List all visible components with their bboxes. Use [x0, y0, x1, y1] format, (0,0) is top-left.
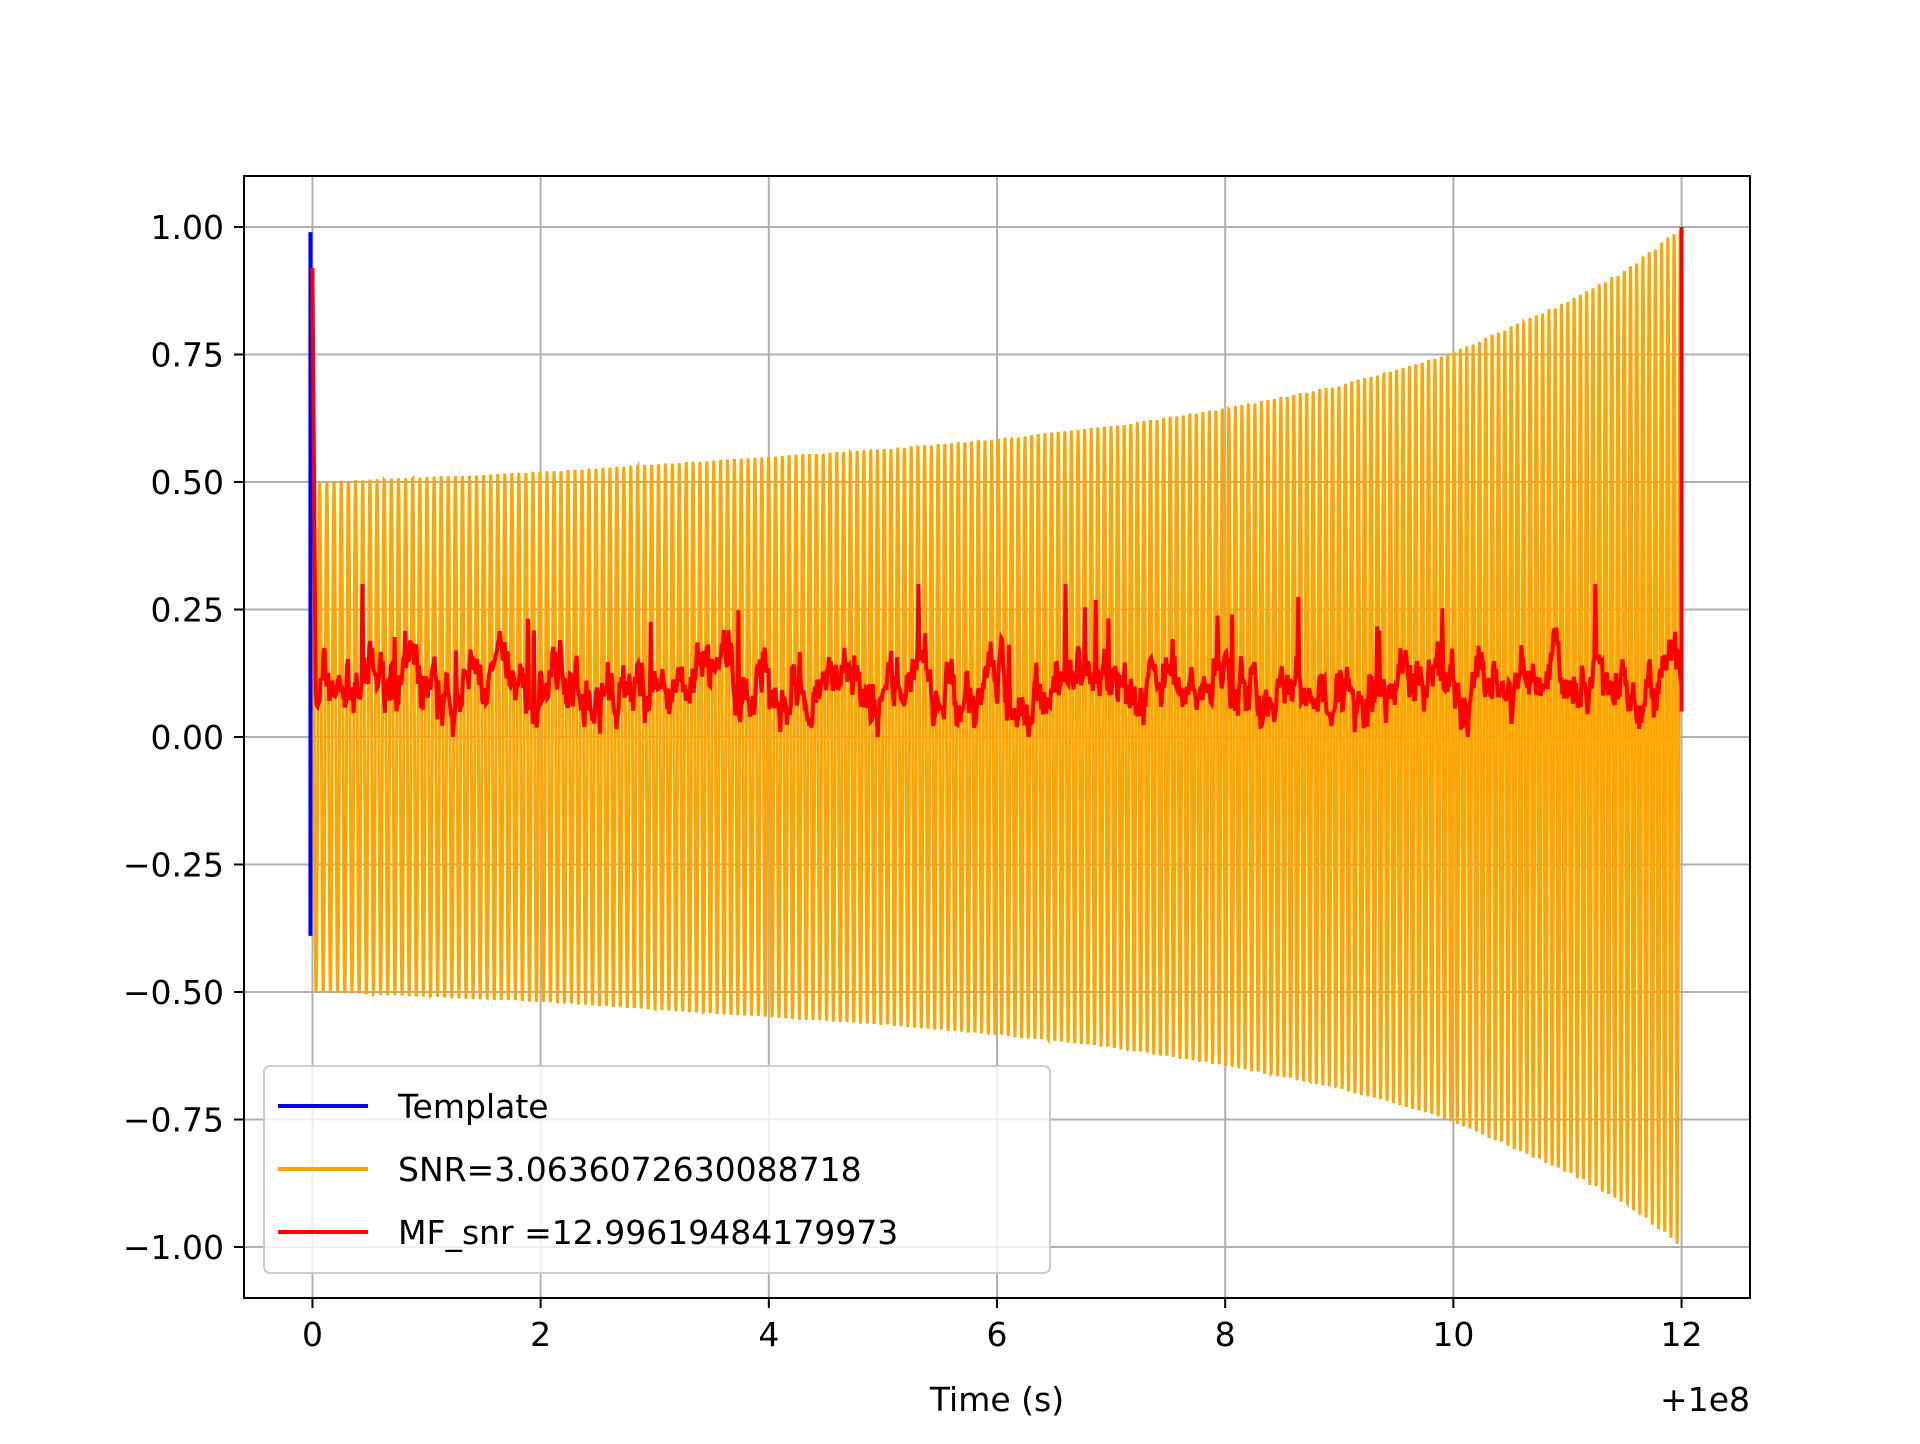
- x-tick-label: 10: [1432, 1315, 1474, 1354]
- x-axis-ticks: 0 2 4 6 8 10 12: [302, 1298, 1703, 1354]
- x-tick-label: 4: [758, 1315, 779, 1354]
- y-tick-label: 0.00: [151, 718, 224, 757]
- y-axis-ticks: 1.00 0.75 0.50 0.25 0.00 −0.25 −0.50 −0.75 −1.00: [123, 208, 244, 1267]
- y-tick-label: 1.00: [151, 208, 224, 247]
- x-tick-label: 12: [1661, 1315, 1703, 1354]
- y-tick-label: 0.75: [151, 336, 224, 375]
- y-tick-label: −0.25: [123, 846, 224, 885]
- x-axis-offset-label: +1e8: [1660, 1380, 1750, 1419]
- x-axis-label: Time (s): [929, 1380, 1064, 1419]
- x-tick-label: 6: [987, 1315, 1008, 1354]
- series-snr-line: [310, 230, 1684, 1244]
- x-tick-label: 0: [302, 1315, 323, 1354]
- legend-box: [263, 1065, 1051, 1274]
- y-tick-label: −0.75: [123, 1101, 224, 1140]
- y-tick-label: 0.25: [151, 591, 224, 630]
- x-tick-label: 8: [1215, 1315, 1236, 1354]
- series-layer: [308, 227, 1684, 1244]
- legend-label: MF_snr =12.99619484179973: [398, 1213, 898, 1252]
- legend-label: Template: [397, 1087, 549, 1126]
- legend: Template SNR=3.0636072630088718 MF_snr =12…: [263, 1065, 1051, 1274]
- series-mf-snr-line: [310, 227, 1684, 738]
- x-tick-label: 2: [530, 1315, 551, 1354]
- y-tick-label: −0.50: [123, 973, 224, 1012]
- y-tick-label: −1.00: [123, 1228, 224, 1267]
- legend-label: SNR=3.0636072630088718: [398, 1150, 862, 1189]
- y-tick-label: 0.50: [151, 463, 224, 502]
